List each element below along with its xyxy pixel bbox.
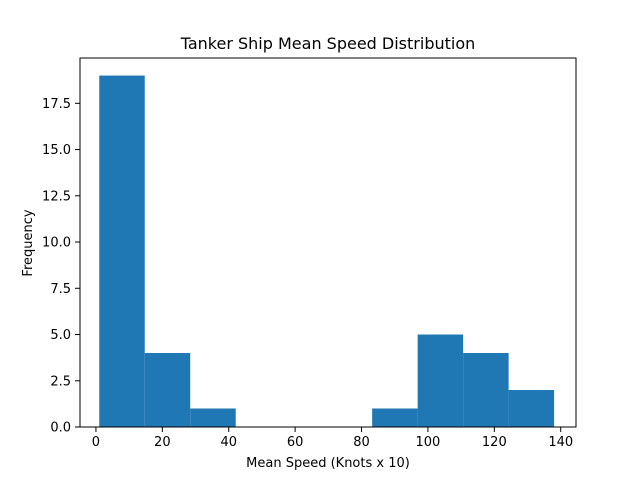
- y-tick-label: 10.0: [42, 236, 71, 251]
- y-axis-title: Frequency: [21, 209, 36, 276]
- y-tick-label: 15.0: [42, 143, 71, 158]
- y-tick-label: 2.5: [50, 374, 71, 389]
- y-tick-label: 7.5: [50, 282, 71, 297]
- x-tick-label: 120: [482, 435, 507, 450]
- x-tick-label: 40: [220, 435, 237, 450]
- chart-title: Tanker Ship Mean Speed Distribution: [180, 34, 476, 53]
- histogram-bar-1: [144, 353, 191, 427]
- y-tick-label: 5.0: [50, 328, 71, 343]
- y-tick-label: 12.5: [42, 189, 71, 204]
- histogram-bar-8: [463, 353, 509, 427]
- histogram-bar-2: [190, 408, 236, 427]
- y-tick-label: 17.5: [42, 97, 71, 112]
- histogram-bar-7: [417, 334, 464, 427]
- histogram-bar-9: [508, 390, 555, 427]
- x-tick-label: 60: [287, 435, 304, 450]
- x-tick-label: 100: [416, 435, 441, 450]
- y-axis-ticks: 0.0 2.5 5.0 7.5 10.0 12.5 15.0 17.5: [42, 97, 80, 436]
- x-tick-label: 20: [154, 435, 171, 450]
- histogram-bar-6: [372, 408, 418, 427]
- x-axis-title: Mean Speed (Knots x 10): [246, 456, 410, 471]
- x-tick-label: 140: [548, 435, 573, 450]
- x-tick-label: 0: [92, 435, 100, 450]
- y-tick-label: 0.0: [50, 421, 71, 436]
- plot-frame: [79, 57, 577, 428]
- histogram-bar-0: [99, 75, 145, 428]
- x-tick-label: 80: [353, 435, 370, 450]
- x-axis-ticks: 0 20 40 60 80 100 120 140: [92, 427, 573, 450]
- bars-group: [99, 75, 555, 428]
